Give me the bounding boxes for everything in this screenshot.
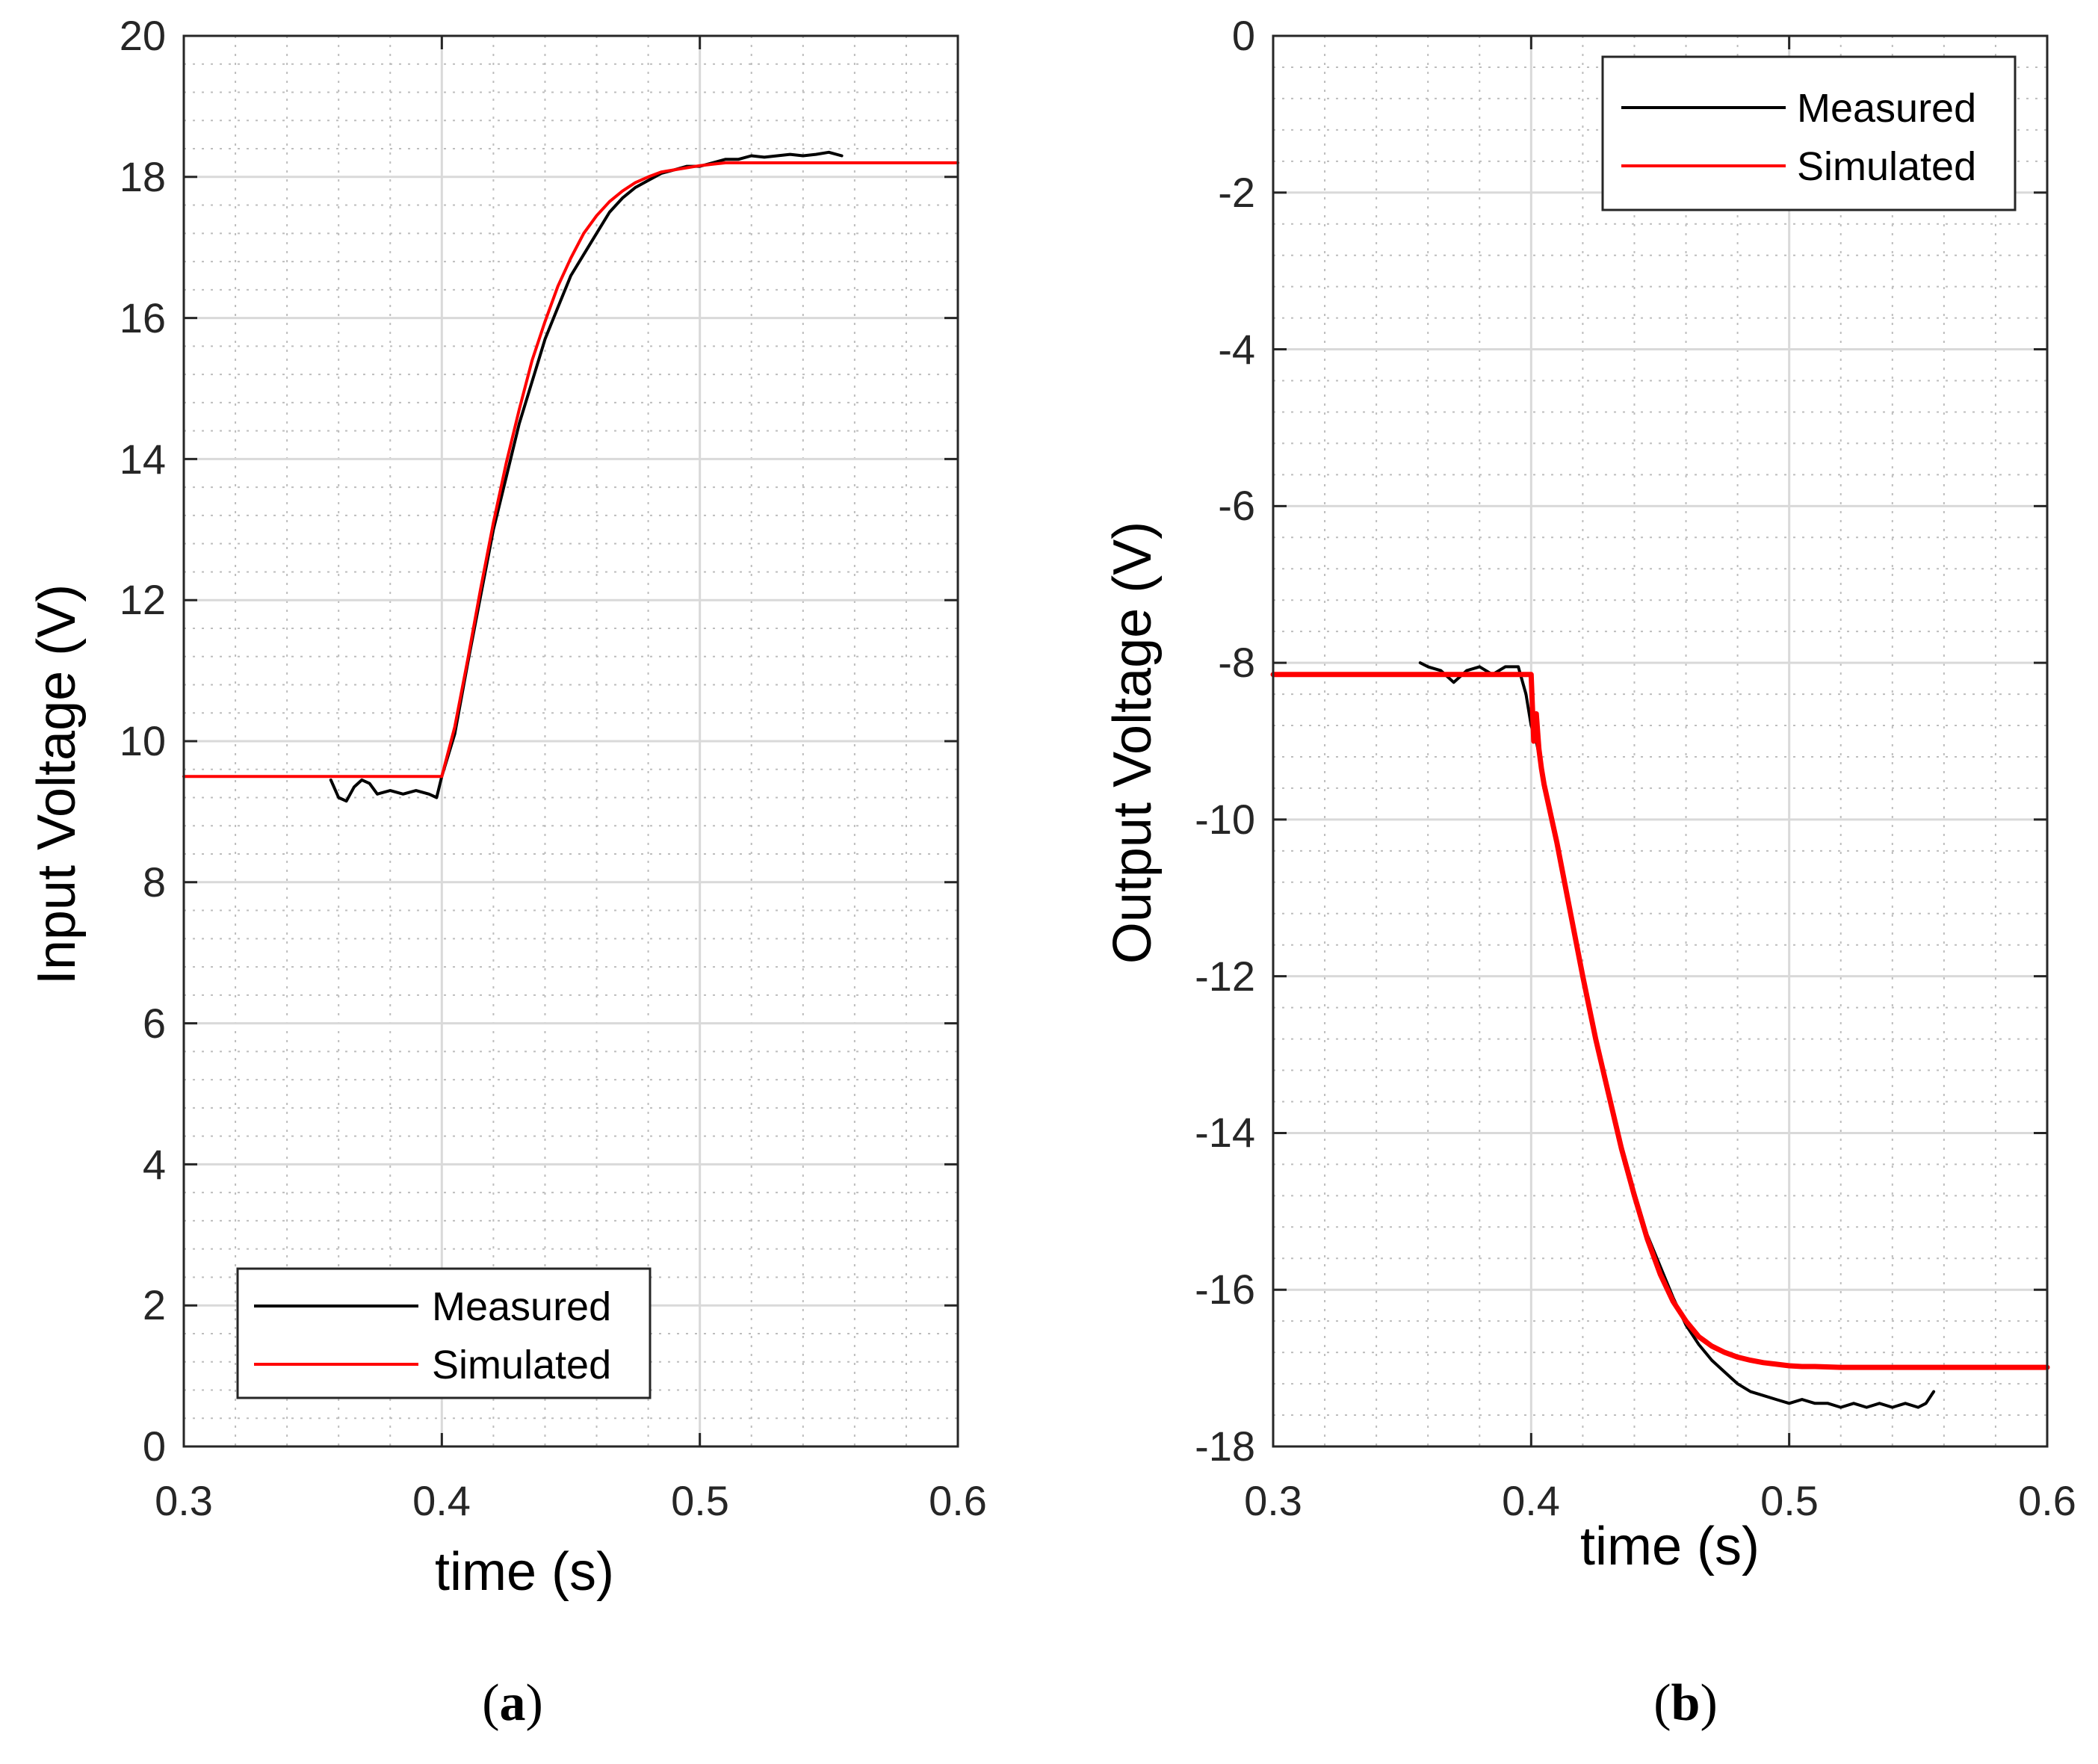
panel-label-a: (a) (482, 1674, 543, 1732)
series-line-measured (329, 150, 844, 803)
series-line-simulated (182, 161, 959, 779)
ytick-label: 0 (1232, 12, 1255, 59)
ytick-label: -8 (1218, 639, 1255, 686)
y-axis-title-b: Output Voltage (V) (1103, 522, 1163, 964)
series-line-simulated (1270, 672, 2050, 1370)
ytick-label: 0 (143, 1423, 166, 1470)
legend-label-simulated: Simulated (432, 1343, 611, 1387)
ytick-label: 10 (120, 717, 166, 764)
ytick-label: 6 (143, 1000, 166, 1047)
ytick-label: 4 (143, 1141, 166, 1188)
ytick-label: -2 (1218, 169, 1255, 216)
ticks-a (182, 34, 959, 1448)
xtick-label: 0.3 (155, 1477, 213, 1524)
ytick-label: 8 (143, 858, 166, 906)
ytick-label: 2 (143, 1281, 166, 1328)
series-group-b (1270, 661, 2050, 1409)
legend-b: Measured Simulated (1601, 55, 2017, 211)
xtick-label: 0.5 (671, 1477, 729, 1524)
legend-label-simulated: Simulated (1797, 144, 1976, 189)
ytick-label: -12 (1195, 953, 1255, 1000)
xtick-label: 0.4 (412, 1477, 471, 1524)
plot-area-b (1273, 36, 2047, 1446)
ytick-label: -4 (1218, 326, 1255, 373)
xtick-label: 0.3 (1244, 1477, 1302, 1524)
y-axis-title-a: Input Voltage (V) (27, 584, 87, 985)
ytick-label: 16 (120, 294, 166, 341)
legend-box-b (1601, 55, 2017, 211)
ytick-label: -16 (1195, 1266, 1255, 1313)
legend-a: Measured Simulated (236, 1267, 652, 1399)
ytick-label: 14 (120, 436, 166, 483)
legend-label-measured: Measured (432, 1284, 611, 1329)
ytick-label: -14 (1195, 1109, 1255, 1156)
grid-b (1272, 34, 2049, 1448)
ytick-label: -10 (1195, 796, 1255, 843)
legend-box-a (236, 1267, 652, 1399)
xtick-label: 0.5 (1760, 1477, 1819, 1524)
legend-label-measured: Measured (1797, 86, 1976, 131)
ytick-label: -6 (1218, 482, 1255, 529)
series-group-a (182, 150, 959, 803)
x-axis-title-b: time (s) (1580, 1517, 1760, 1576)
x-axis-title-a: time (s) (435, 1542, 614, 1602)
panel-label-b: (b) (1653, 1674, 1718, 1732)
axes-box-b (1272, 34, 2049, 1448)
ytick-label: 18 (120, 153, 166, 200)
ytick-label: 20 (120, 12, 166, 59)
ytick-label: -18 (1195, 1423, 1255, 1470)
panel-b: 0 -2 -4 -6 -8 -10 -12 -14 -16 -18 0.3 0.… (1103, 12, 2076, 1732)
xtick-label: 0.6 (2018, 1477, 2076, 1524)
xtick-label: 0.6 (929, 1477, 987, 1524)
panel-a: 0 2 4 6 8 10 12 14 16 18 20 0.3 0.4 0.5 … (27, 12, 987, 1732)
ytick-label: 12 (120, 576, 166, 623)
ticks-b (1272, 34, 2049, 1448)
xtick-label: 0.4 (1502, 1477, 1560, 1524)
